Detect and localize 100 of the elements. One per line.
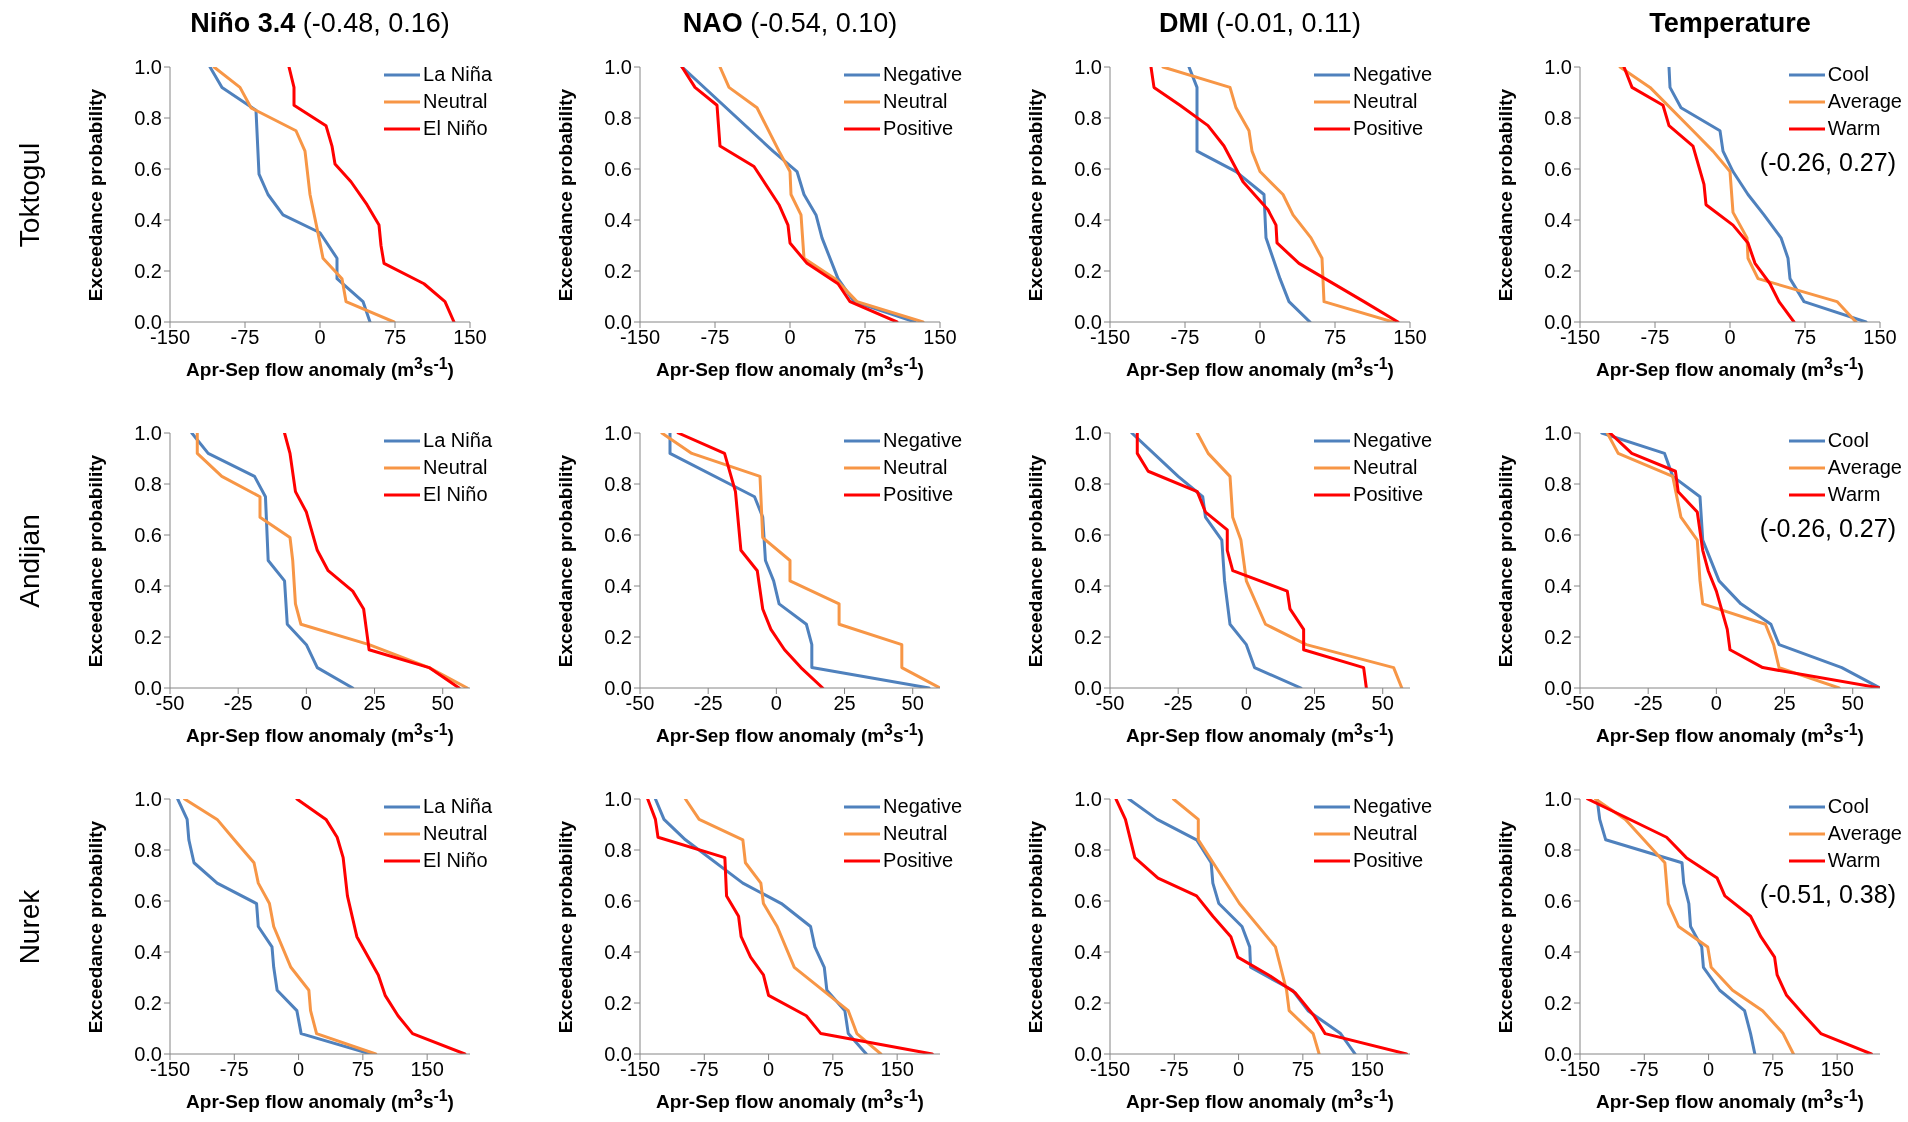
- legend-label: Negative: [883, 62, 962, 87]
- x-tick-label: 75: [1323, 326, 1347, 349]
- y-axis-title: Exceedance probability: [1025, 88, 1047, 301]
- y-tick-label: 0.2: [604, 626, 632, 649]
- y-axis-title: Exceedance probability: [1025, 820, 1047, 1033]
- y-tick-label: 0.6: [604, 158, 632, 181]
- x-tick-label: 75: [1761, 1058, 1784, 1081]
- y-tick-label: 0.8: [134, 473, 162, 496]
- y-axis-title: Exceedance probability: [1025, 454, 1047, 667]
- x-axis-title: Apr-Sep flow anomaly (m$^{3}$s$^{-1}$): [1126, 720, 1394, 748]
- x-axis-title: Apr-Sep flow anomaly (m$^{3}$s$^{-1}$): [1596, 354, 1864, 382]
- line-series: [1171, 799, 1321, 1054]
- x-tick-label: -25: [223, 692, 253, 715]
- x-tick-label: 150: [880, 1058, 914, 1081]
- legend-label: Positive: [1353, 482, 1424, 507]
- text: Toktogul: [14, 142, 46, 247]
- x-tick-label: 0: [763, 1058, 775, 1081]
- x-tick-label: 25: [363, 692, 386, 715]
- x-tick-label: 150: [923, 326, 957, 349]
- y-tick-label: 1.0: [604, 56, 632, 79]
- y-tick-label: 0.8: [1074, 839, 1102, 862]
- x-tick-label: 0: [1703, 1058, 1715, 1081]
- x-tick-label: 25: [833, 692, 856, 715]
- legend-label: Neutral: [883, 455, 948, 480]
- y-tick-label: 1.0: [1544, 422, 1572, 445]
- x-axis-title: Apr-Sep flow anomaly (m$^{3}$s$^{-1}$): [1126, 1086, 1394, 1114]
- y-tick-label: 0.8: [1544, 107, 1572, 130]
- x-tick-label: 0: [300, 692, 312, 715]
- y-axis-title: Exceedance probability: [1495, 454, 1517, 667]
- legend-label: Neutral: [423, 821, 488, 846]
- y-tick-label: 0.4: [1074, 209, 1102, 232]
- x-tick-label: -75: [1640, 326, 1670, 349]
- legend-label: Neutral: [1353, 821, 1418, 846]
- y-tick-label: 0.4: [1074, 941, 1102, 964]
- x-tick-label: 150: [1350, 1058, 1384, 1081]
- y-tick-label: 0.4: [1544, 209, 1572, 232]
- x-tick-label: 0: [770, 692, 782, 715]
- y-tick-label: 1.0: [1074, 56, 1102, 79]
- x-tick-label: 0: [293, 1058, 305, 1081]
- legend-label: Positive: [883, 848, 954, 873]
- x-tick-label: 75: [821, 1058, 844, 1081]
- chart-title: Niño 3.4: [190, 8, 296, 38]
- y-tick-label: 0.6: [604, 890, 632, 913]
- y-tick-label: 0.2: [1544, 260, 1572, 283]
- y-axis-title: Exceedance probability: [85, 820, 107, 1033]
- y-tick-label: 0.2: [604, 992, 632, 1015]
- y-tick-label: 0.4: [604, 209, 632, 232]
- legend-label: Neutral: [1353, 89, 1418, 114]
- y-tick-label: 0.2: [1074, 626, 1102, 649]
- x-tick-label: 150: [1863, 326, 1897, 349]
- x-tick-label: 0: [1240, 692, 1252, 715]
- legend-label: El Niño: [423, 848, 488, 873]
- y-tick-label: 0.6: [134, 524, 162, 547]
- legend-label: Warm: [1827, 116, 1881, 141]
- x-tick-label: 75: [351, 1058, 374, 1081]
- line-series: [683, 799, 883, 1054]
- x-tick-label: 150: [1820, 1058, 1854, 1081]
- y-tick-label: 1.0: [1544, 788, 1572, 811]
- y-tick-label: 1.0: [1074, 422, 1102, 445]
- x-tick-label: 0: [314, 326, 326, 349]
- x-tick-label: 75: [1291, 1058, 1314, 1081]
- x-tick-label: 0: [1724, 326, 1736, 349]
- y-tick-label: 0.6: [1544, 890, 1572, 913]
- y-tick-label: 1.0: [134, 788, 162, 811]
- y-tick-label: 1.0: [604, 788, 632, 811]
- legend-label: Positive: [1353, 848, 1424, 873]
- y-tick-label: 1.0: [604, 422, 632, 445]
- x-tick-label: 150: [1393, 326, 1427, 349]
- legend-label: Negative: [1353, 794, 1432, 819]
- chart-subtitle: (-0.48, 0.16): [302, 8, 450, 38]
- legend-label: La Niña: [423, 794, 492, 819]
- y-tick-label: 0.6: [134, 158, 162, 181]
- legend-label: El Niño: [423, 482, 488, 507]
- y-tick-label: 0.8: [604, 107, 632, 130]
- x-axis-title: Apr-Sep flow anomaly (m$^{3}$s$^{-1}$): [656, 1086, 924, 1114]
- y-tick-label: 0.4: [1074, 575, 1102, 598]
- y-axis-title: Exceedance probability: [555, 88, 577, 301]
- line-series: [1187, 67, 1312, 322]
- y-tick-label: 0.6: [134, 890, 162, 913]
- x-tick-label: 0: [1710, 692, 1722, 715]
- legend-label: Cool: [1827, 62, 1869, 87]
- y-tick-label: 0.6: [1074, 524, 1102, 547]
- y-tick-label: 0.8: [1544, 473, 1572, 496]
- y-tick-label: 0.8: [1544, 839, 1572, 862]
- legend-label: Negative: [1353, 428, 1432, 453]
- x-tick-label: 150: [453, 326, 487, 349]
- y-tick-label: 0.8: [604, 473, 632, 496]
- y-tick-label: 0.2: [1544, 992, 1572, 1015]
- legend-label: Negative: [883, 794, 962, 819]
- x-axis-title: Apr-Sep flow anomaly (m$^{3}$s$^{-1}$): [1596, 1086, 1864, 1114]
- legend-label: Warm: [1827, 848, 1881, 873]
- y-tick-label: 0.4: [604, 941, 632, 964]
- legend-label: Negative: [883, 428, 962, 453]
- x-tick-label: 0: [1254, 326, 1266, 349]
- y-axis-title: Exceedance probability: [85, 454, 107, 667]
- y-tick-label: 0.4: [134, 209, 162, 232]
- legend-label: Positive: [883, 482, 954, 507]
- x-tick-label: -25: [1633, 692, 1663, 715]
- legend-label: Neutral: [423, 455, 488, 480]
- text: Nurek: [14, 889, 46, 964]
